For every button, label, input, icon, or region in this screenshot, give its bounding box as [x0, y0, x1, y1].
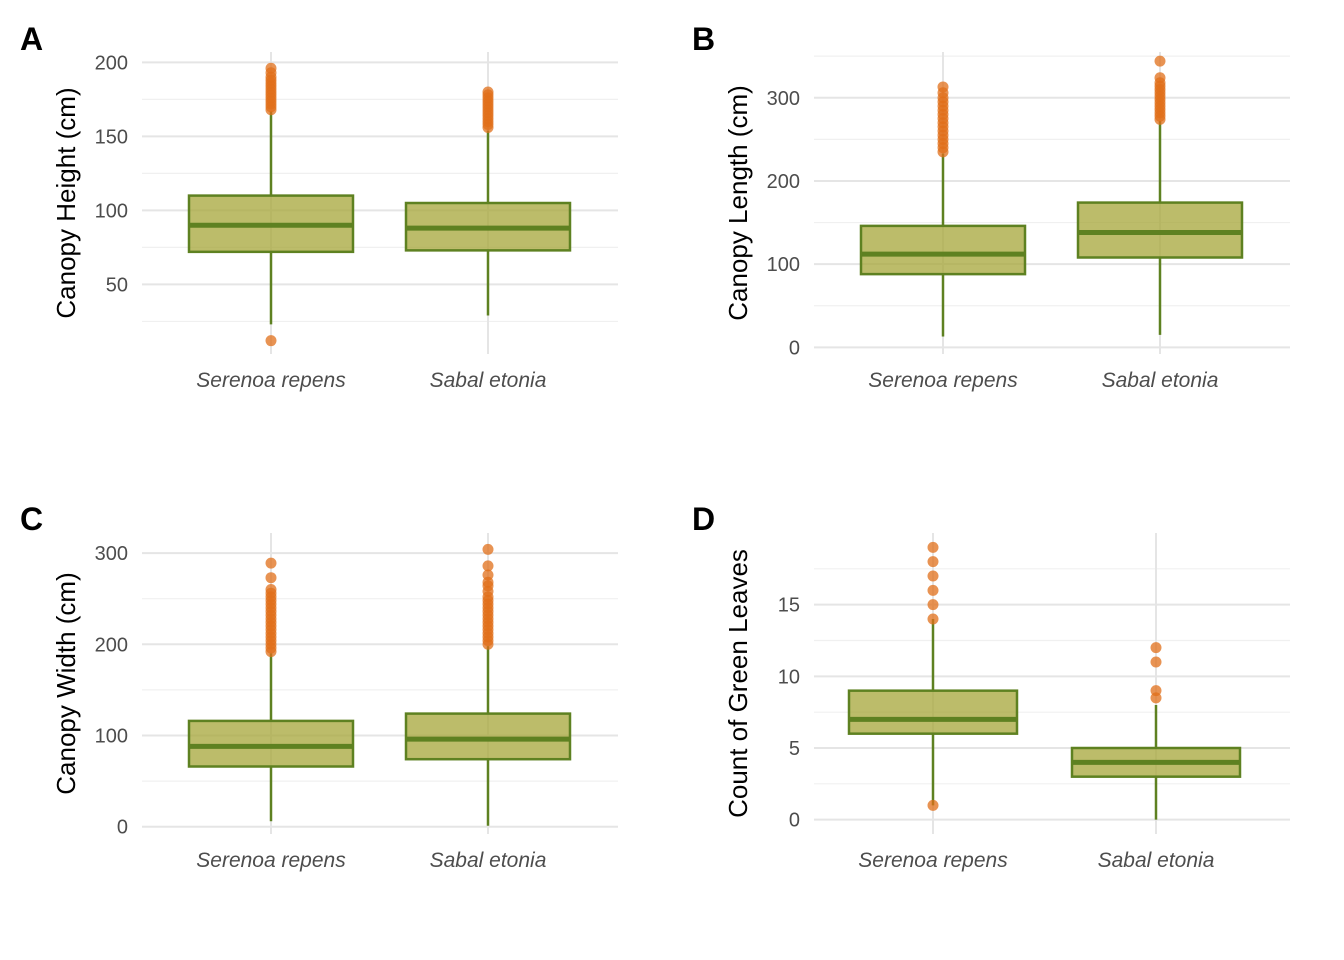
- box-sabal-etonia: [404, 86, 572, 316]
- y-tick-label: 10: [778, 666, 800, 688]
- box-serenoa-repens: [847, 541, 1019, 811]
- outlier-point: [265, 572, 277, 584]
- box-sabal-etonia: [1070, 642, 1242, 820]
- y-tick-label: 0: [789, 337, 800, 359]
- y-tick-label: 0: [117, 817, 128, 839]
- y-tick-label: 300: [767, 88, 800, 110]
- y-tick-label: 300: [95, 543, 128, 565]
- outlier-point: [927, 556, 939, 568]
- outlier-point: [265, 335, 277, 347]
- outlier-point: [265, 62, 277, 74]
- x-category-label: Sabal etonia: [430, 369, 547, 392]
- outlier-point: [927, 613, 939, 625]
- outlier-point: [482, 86, 494, 98]
- y-tick-label: 50: [106, 274, 128, 296]
- outlier-point: [927, 799, 939, 811]
- y-tick-label: 200: [95, 52, 128, 74]
- y-tick-label: 100: [767, 254, 800, 276]
- y-tick-label: 15: [778, 595, 800, 617]
- x-category-label: Sabal etonia: [1098, 849, 1215, 872]
- outlier-point: [1154, 55, 1166, 67]
- x-category-label: Serenoa repens: [858, 849, 1008, 872]
- outlier-point: [265, 584, 277, 596]
- x-category-label: Sabal etonia: [1102, 369, 1219, 392]
- iqr-box: [847, 689, 1019, 735]
- box-serenoa-repens: [859, 81, 1027, 337]
- y-axis-title: Canopy Length (cm): [723, 85, 753, 321]
- iqr-box: [404, 712, 572, 761]
- iqr-box: [187, 719, 355, 768]
- box-serenoa-repens: [187, 557, 355, 822]
- x-category-label: Sabal etonia: [430, 849, 547, 872]
- outlier-point: [1154, 72, 1166, 84]
- y-tick-label: 200: [767, 171, 800, 193]
- outlier-point: [482, 560, 494, 572]
- y-axis-title: Canopy Width (cm): [51, 572, 81, 795]
- outlier-point: [482, 543, 494, 555]
- y-tick-label: 200: [95, 634, 128, 656]
- y-axis-title: Count of Green Leaves: [723, 549, 753, 818]
- x-category-label: Serenoa repens: [196, 849, 346, 872]
- y-tick-label: 0: [789, 810, 800, 832]
- box-serenoa-repens: [187, 62, 355, 347]
- outlier-point: [927, 570, 939, 582]
- y-tick-label: 100: [95, 200, 128, 222]
- box-sabal-etonia: [404, 543, 572, 826]
- panel-letter: C: [20, 501, 43, 537]
- panel-b: 0 100 200 300 Serenoa repens Sabal etonia Cano…: [692, 21, 1290, 392]
- iqr-box: [859, 224, 1027, 276]
- panel-c: 0 100 200 300 Serenoa repens Sabal etonia Cano…: [20, 501, 618, 872]
- y-tick-label: 100: [95, 725, 128, 747]
- panel-a: 50 100 150 200 Serenoa repens Sabal etonia Can…: [20, 21, 618, 392]
- y-tick-label: 5: [789, 738, 800, 760]
- panel-letter: A: [20, 21, 43, 57]
- panel-d: 0 5 10 15 Serenoa repens Sabal etonia Count of…: [692, 501, 1290, 872]
- outlier-point: [1150, 642, 1162, 654]
- panel-letter: D: [692, 501, 715, 537]
- outlier-point: [927, 541, 939, 553]
- outlier-point: [1150, 685, 1162, 697]
- y-axis-title: Canopy Height (cm): [51, 87, 81, 318]
- outlier-point: [265, 557, 277, 569]
- panel-letter: B: [692, 21, 715, 57]
- outlier-point: [937, 81, 949, 93]
- x-category-label: Serenoa repens: [868, 369, 1018, 392]
- outlier-point: [927, 599, 939, 611]
- outlier-point: [482, 569, 494, 581]
- outlier-point: [1150, 656, 1162, 668]
- x-category-label: Serenoa repens: [196, 369, 346, 392]
- box-sabal-etonia: [1076, 55, 1244, 335]
- y-tick-label: 150: [95, 126, 128, 148]
- outlier-point: [927, 584, 939, 596]
